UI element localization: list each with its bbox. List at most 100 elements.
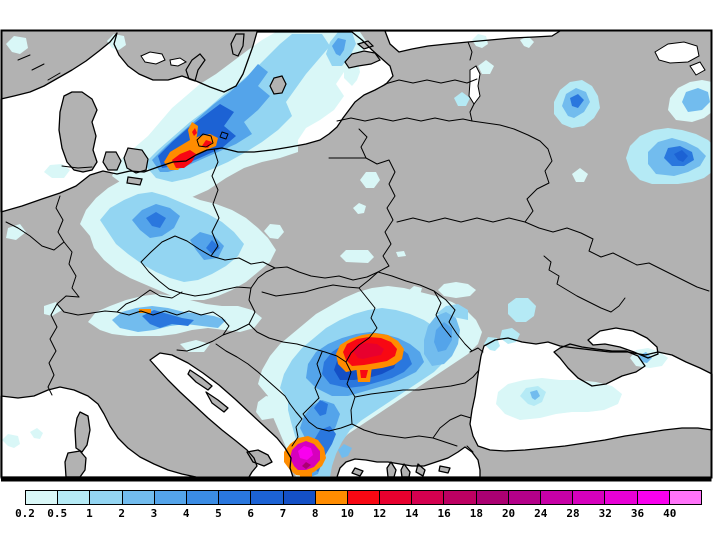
precip-contour	[396, 251, 406, 257]
legend-segment	[122, 491, 155, 504]
legend-segment	[251, 491, 284, 504]
legend-segment	[380, 491, 413, 504]
coastlines	[0, 30, 713, 478]
lake-vanern	[140, 51, 166, 65]
ruegen-outline	[196, 133, 214, 148]
precip-contour	[570, 94, 584, 108]
precip-contour	[572, 168, 588, 182]
legend-tick-label: 5	[215, 507, 222, 520]
precip-contour	[30, 428, 43, 439]
legend-segment	[58, 491, 91, 504]
legend-segment	[154, 491, 187, 504]
legend-tick-label: 12	[372, 507, 387, 520]
lake-vattern	[169, 57, 187, 67]
precip-contour	[530, 390, 540, 400]
saaremaa-island	[344, 50, 381, 69]
precip-contour	[256, 396, 280, 420]
legend-segment	[186, 491, 220, 504]
precip-contour	[44, 164, 70, 178]
legend-segment	[508, 491, 541, 504]
legend-tick-label: 40	[663, 507, 677, 520]
legend-segment	[315, 491, 348, 504]
precip-contour	[332, 38, 346, 56]
precip-contour	[180, 340, 210, 352]
danube-delta	[469, 347, 484, 353]
legend-tick-label: 32	[598, 507, 612, 520]
balkans-magenta-hotspot-core	[298, 446, 313, 460]
precip-contour	[682, 88, 710, 112]
legend-tick-label: 7	[279, 507, 287, 520]
lakes	[140, 41, 706, 105]
legend-tick-label: 28	[566, 507, 580, 520]
legend-tick-label: 0.2	[15, 507, 35, 520]
legend-tick-label: 20	[501, 507, 516, 520]
baltic-hotspot-red	[192, 128, 197, 136]
fjord-marks	[17, 54, 61, 81]
gotland-island	[269, 75, 287, 95]
legend-tick-label: 2	[118, 507, 126, 520]
legend-tick-label: 6	[247, 507, 254, 520]
legend-tick-label: 24	[534, 507, 548, 520]
color-scale-legend: 0.2 0.5 1 2 3 4 5 6 7 8 10 12 14 16 18 20 24 28 32 36 40	[0, 488, 720, 532]
lake-ladoga	[654, 41, 700, 64]
precip-contour	[408, 286, 422, 296]
precip-contour	[107, 34, 126, 50]
precip-contour	[438, 282, 476, 298]
legend-tick-label: 1	[86, 507, 93, 520]
alps-hotspot-orange	[139, 309, 151, 313]
precip-contour	[338, 444, 352, 458]
precip-contour	[264, 224, 284, 239]
baltic-hotspot-red	[172, 150, 196, 168]
legend-tick-label: 3	[150, 507, 158, 520]
legend-segment	[219, 491, 252, 504]
legend-segment	[605, 491, 638, 504]
romania-hotspot-stem-red	[360, 370, 368, 378]
precip-contour	[508, 298, 536, 322]
colorbar-ticks: 0.2 0.5 1 2 3 4 5 6 7 8 10 12 14 16 18 20 24 28 32 36 40	[15, 507, 715, 525]
precip-contour	[520, 36, 534, 48]
legend-segment	[26, 491, 59, 504]
baltic-islands	[102, 33, 381, 186]
lake-onega	[689, 61, 706, 76]
precip-contour	[454, 92, 470, 106]
gotland-island	[230, 33, 245, 57]
legend-tick-label: 0.5	[47, 507, 68, 520]
legend-tick-label: 14	[405, 507, 419, 520]
romania-hotspot-core	[353, 343, 384, 359]
legend-segment	[573, 491, 606, 504]
precip-contour	[478, 60, 494, 74]
legend-tick-label: 10	[340, 507, 354, 520]
precip-contour	[353, 203, 366, 214]
legend-segment	[90, 491, 123, 504]
legend-tick-label: 36	[630, 507, 645, 520]
legend-segment	[637, 491, 670, 504]
funen-island	[102, 151, 122, 171]
lolland-island	[126, 176, 143, 186]
legend-tick-label: 16	[437, 507, 451, 520]
precip-contour	[436, 304, 468, 320]
precip-contour	[434, 322, 452, 352]
legend-segment	[412, 491, 445, 504]
balkans-hotspot-orange-tail	[300, 472, 312, 477]
legend-tick-label: 4	[182, 507, 190, 520]
precip-contour	[674, 150, 688, 162]
precip-contour	[206, 240, 220, 254]
map-frame	[0, 29, 713, 482]
precip-contour	[340, 250, 374, 263]
legend-segment	[669, 491, 701, 504]
coastlines-and-borders	[0, 30, 713, 478]
precip-contour	[146, 212, 166, 228]
legend-segment	[444, 491, 477, 504]
precip-contour	[6, 224, 26, 240]
precip-contour	[2, 434, 20, 448]
country-borders	[5, 41, 710, 453]
precip-contour	[44, 302, 62, 316]
colorbar	[25, 490, 702, 505]
baltic-hotspot-red	[202, 140, 212, 148]
precip-contour	[360, 172, 380, 188]
heavy-precip-hotspots	[139, 122, 404, 477]
legend-tick-label: 8	[311, 507, 319, 520]
lake-peipus	[468, 65, 481, 105]
